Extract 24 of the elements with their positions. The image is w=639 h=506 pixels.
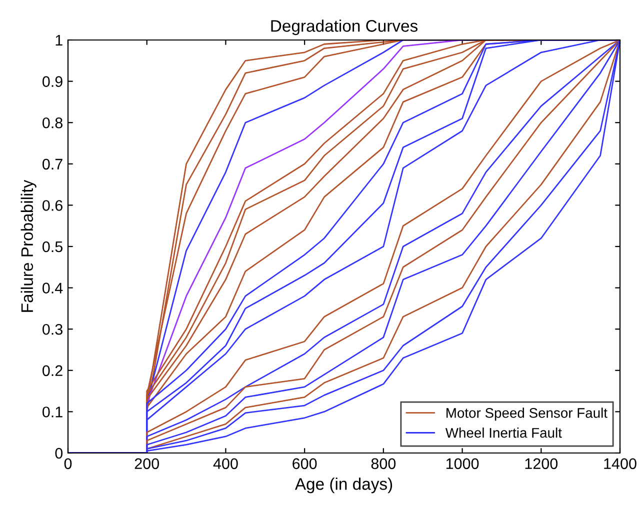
chart-title: Degradation Curves: [271, 20, 418, 36]
x-tick-label: 1200: [525, 458, 558, 470]
x-tick-label: 800: [371, 458, 396, 470]
y-tick-label: 0: [55, 448, 63, 459]
y-tick-label: 0.8: [42, 117, 62, 128]
y-axis-title: Failure Probability: [20, 180, 36, 312]
x-tick-label: 200: [134, 458, 160, 470]
y-tick-label: 1: [56, 35, 62, 46]
y-tick-label: 0.5: [42, 241, 62, 252]
x-tick-label: 400: [213, 458, 238, 470]
y-tick-label: 0.3: [42, 324, 62, 335]
y-tick-label: 0.7: [42, 158, 62, 170]
x-tick-label: 0: [64, 458, 72, 470]
y-tick-label: 0.6: [42, 200, 62, 211]
y-tick-label: 0.4: [42, 282, 63, 294]
y-tick-label: 0.2: [42, 365, 62, 376]
x-tick-label: 1400: [604, 458, 636, 470]
legend-label: Motor Speed Sensor Fault: [446, 408, 608, 421]
legend-label: Wheel Inertia Fault: [445, 428, 562, 438]
y-tick-label: 0.9: [42, 76, 62, 87]
y-tick-label: 0.1: [42, 406, 62, 418]
x-axis-title: Age (in days): [294, 478, 392, 494]
x-tick-label: 600: [292, 458, 317, 470]
x-tick-label: 1000: [446, 458, 479, 470]
